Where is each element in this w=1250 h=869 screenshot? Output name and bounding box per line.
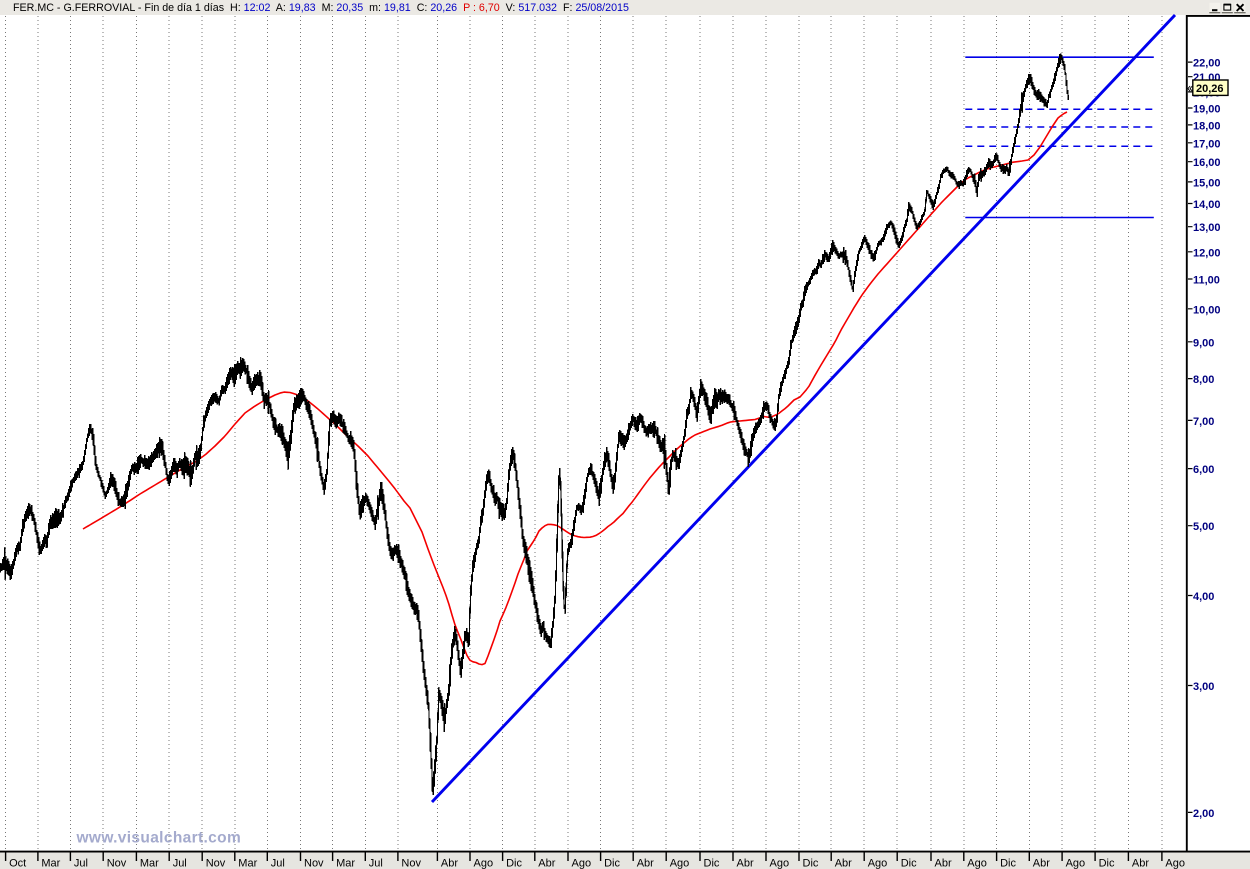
svg-text:Ago: Ago [572,858,592,869]
svg-text:Mar: Mar [238,858,257,869]
svg-text:Jul: Jul [74,858,88,869]
svg-text:18,00: 18,00 [1193,120,1221,132]
svg-text:Jul: Jul [173,858,187,869]
svg-text:19,00: 19,00 [1193,104,1221,116]
svg-text:Nov: Nov [107,858,127,869]
svg-text:Dic: Dic [1099,858,1115,869]
svg-text:Ago: Ago [1165,858,1185,869]
svg-text:11,00: 11,00 [1193,275,1220,287]
svg-text:9,00: 9,00 [1193,337,1214,349]
svg-text:2,00: 2,00 [1193,808,1214,820]
svg-text:Abr: Abr [835,858,852,869]
svg-text:Ago: Ago [1066,858,1086,869]
svg-text:10,00: 10,00 [1193,304,1221,316]
svg-text:Ago: Ago [967,858,987,869]
svg-text:Mar: Mar [336,858,355,869]
svg-text:Abr: Abr [538,858,555,869]
svg-text:Nov: Nov [304,858,324,869]
svg-text:Nov: Nov [206,858,226,869]
svg-text:Abr: Abr [737,858,754,869]
svg-text:16,00: 16,00 [1193,157,1221,169]
svg-text:Mar: Mar [41,858,60,869]
svg-text:Dic: Dic [803,858,819,869]
svg-text:Abr: Abr [1132,858,1149,869]
svg-text:12,00: 12,00 [1193,247,1221,259]
svg-text:Dic: Dic [1000,858,1016,869]
svg-text:Jul: Jul [271,858,285,869]
svg-text:22,00: 22,00 [1193,58,1221,70]
svg-text:6,00: 6,00 [1193,464,1214,476]
svg-text:Abr: Abr [935,858,952,869]
svg-text:Ago: Ago [770,858,790,869]
svg-text:20,26: 20,26 [1196,83,1224,95]
svg-text:7,00: 7,00 [1193,416,1214,428]
svg-text:14,00: 14,00 [1193,199,1221,211]
svg-text:Oct: Oct [9,858,26,869]
svg-text:Dic: Dic [604,858,620,869]
svg-text:Abr: Abr [1033,858,1050,869]
svg-text:17,00: 17,00 [1193,138,1221,150]
svg-text:3,00: 3,00 [1193,681,1214,693]
svg-text:15,00: 15,00 [1193,177,1221,189]
svg-text:FER.MC - G.FERROVIAL - Fin de: FER.MC - G.FERROVIAL - Fin de día 1 días… [13,2,629,14]
svg-text:13,00: 13,00 [1193,222,1221,234]
svg-text:4,00: 4,00 [1193,591,1214,603]
svg-text:Abr: Abr [637,858,654,869]
svg-text:8,00: 8,00 [1193,374,1214,386]
svg-text:Ago: Ago [868,858,888,869]
svg-text:Dic: Dic [901,858,917,869]
svg-text:Nov: Nov [401,858,421,869]
svg-text:Dic: Dic [506,858,522,869]
svg-text:Dic: Dic [704,858,720,869]
svg-text:www.visualchart.com: www.visualchart.com [76,830,242,847]
svg-text:Ago: Ago [670,858,690,869]
svg-text:Jul: Jul [369,858,383,869]
svg-text:5,00: 5,00 [1193,521,1214,533]
svg-text:Abr: Abr [441,858,458,869]
svg-text:Mar: Mar [140,858,159,869]
svg-text:Ago: Ago [474,858,494,869]
